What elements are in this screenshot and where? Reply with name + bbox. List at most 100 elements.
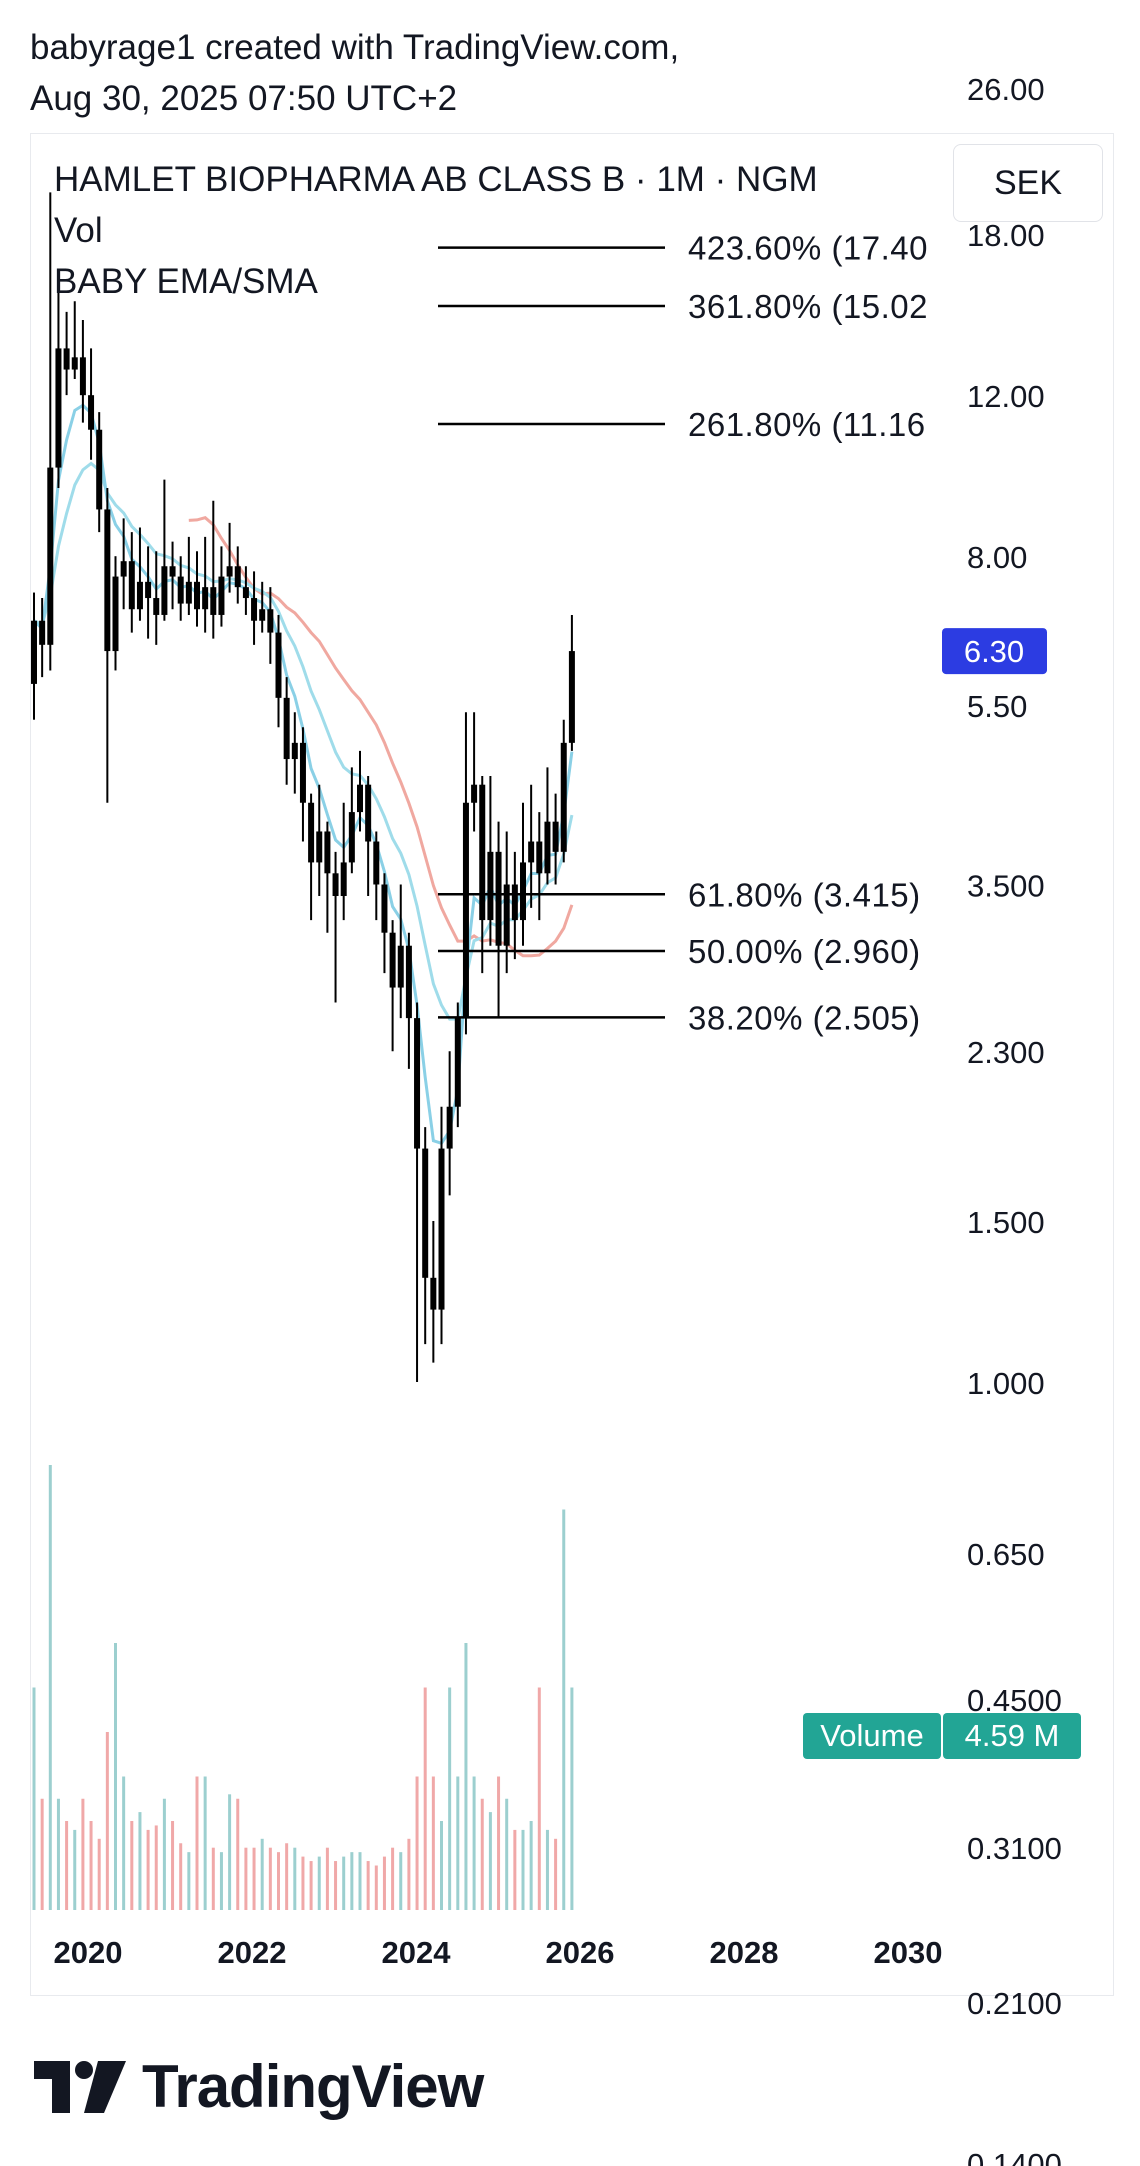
candle-body <box>414 1018 421 1149</box>
candle-body <box>145 581 152 599</box>
volume-bar <box>366 1861 370 1910</box>
volume-badge-label: Volume <box>820 1718 923 1753</box>
candle-body <box>234 566 241 588</box>
y-tick-label: 5.50 <box>967 689 1027 724</box>
fib-level-label: 61.80% (3.415) <box>688 876 921 913</box>
volume-bar <box>211 1847 215 1910</box>
y-tick-label: 1.500 <box>967 1205 1045 1240</box>
volume-bar <box>105 1732 109 1910</box>
candle-body <box>332 873 339 897</box>
volume-indicator-label[interactable]: Vol <box>54 211 103 250</box>
volume-bar <box>171 1821 175 1910</box>
volume-bar <box>529 1821 533 1910</box>
volume-bar <box>48 1465 52 1910</box>
volume-bar <box>32 1687 36 1910</box>
volume-bar <box>122 1776 126 1910</box>
y-tick-label: 0.650 <box>967 1537 1045 1572</box>
y-tick-label: 8.00 <box>967 540 1027 575</box>
candle-body <box>389 932 396 988</box>
volume-bar <box>480 1798 484 1910</box>
chart-frame <box>30 133 1114 1996</box>
tradingview-logo[interactable]: TradingView <box>34 2052 484 2121</box>
volume-bar <box>570 1687 574 1910</box>
volume-bar <box>488 1812 492 1910</box>
volume-bar <box>350 1852 354 1910</box>
volume-bar <box>423 1687 427 1910</box>
candle-body <box>552 821 559 852</box>
y-tick-label: 18.00 <box>967 218 1045 253</box>
symbol-title[interactable]: HAMLET BIOPHARMA AB CLASS B · 1M · NGM <box>54 160 818 199</box>
candle-body <box>324 831 331 874</box>
ema-sma-indicator-label[interactable]: BABY EMA/SMA <box>54 262 318 301</box>
volume-bar <box>73 1829 77 1910</box>
candle-body <box>520 862 526 921</box>
candle-body <box>397 945 404 988</box>
candle-body <box>528 841 535 863</box>
volume-bar <box>252 1847 256 1910</box>
volume-bar <box>456 1776 460 1910</box>
x-tick-label: 2028 <box>710 1935 779 1970</box>
volume-bar <box>448 1687 452 1910</box>
candle-body <box>112 576 119 652</box>
volume-bar <box>146 1829 150 1910</box>
candle-body <box>226 566 233 577</box>
currency-button[interactable]: SEK <box>953 144 1103 222</box>
candle-body <box>299 742 306 803</box>
volume-bar <box>325 1847 329 1910</box>
candle-body <box>479 784 486 921</box>
volume-bar <box>89 1821 93 1910</box>
candle-body <box>365 784 372 842</box>
candle-body <box>357 784 363 813</box>
volume-bar <box>431 1776 435 1910</box>
candle-body <box>267 609 274 633</box>
candle-body <box>405 945 412 1019</box>
candle-body <box>454 1018 461 1107</box>
volume-bar <box>260 1838 264 1910</box>
volume-bar <box>130 1821 134 1910</box>
candle-body <box>283 697 290 760</box>
fib-level-label: 50.00% (2.960) <box>688 933 921 970</box>
fib-level-label: 423.60% (17.40 <box>688 230 928 267</box>
volume-bar <box>382 1856 386 1910</box>
candle-body <box>422 1148 429 1278</box>
candle-body <box>210 587 217 615</box>
volume-bar <box>521 1829 525 1910</box>
volume-bar <box>399 1852 403 1910</box>
tradingview-logo-icon <box>34 2060 126 2113</box>
candle-body <box>153 598 160 615</box>
candle-body <box>259 609 266 621</box>
candle-body <box>242 587 249 599</box>
volume-bar <box>358 1852 362 1910</box>
fib-level-label: 361.80% (15.02 <box>688 288 928 325</box>
volume-bar <box>407 1838 411 1910</box>
candle-body <box>161 566 168 615</box>
volume-badge-value-bg <box>943 1713 1081 1759</box>
candle-body <box>169 566 176 577</box>
candle-body <box>308 802 315 863</box>
candle-body <box>275 632 282 698</box>
candle-body <box>177 576 184 604</box>
fib-level-label: 38.20% (2.505) <box>688 999 921 1036</box>
candle-body <box>340 862 347 897</box>
candle-body <box>251 598 258 621</box>
volume-bar <box>162 1798 166 1910</box>
candle-body <box>503 884 510 946</box>
y-tick-label: 0.2100 <box>967 1986 1062 2021</box>
volume-bar <box>228 1794 232 1910</box>
candle-body <box>104 509 111 652</box>
candle-body <box>381 884 388 933</box>
volume-bar <box>203 1776 207 1910</box>
x-tick-label: 2020 <box>54 1935 123 1970</box>
y-tick-label: 0.4500 <box>967 1683 1062 1718</box>
volume-bar <box>562 1509 566 1910</box>
volume-bar <box>391 1847 395 1910</box>
volume-bar <box>440 1821 443 1910</box>
volume-bar <box>277 1852 280 1910</box>
credit-line: babyrage1 created with TradingView.com, <box>30 28 680 67</box>
candle-body <box>47 467 54 645</box>
timestamp: Aug 30, 2025 07:50 UTC+2 <box>30 79 458 118</box>
candle-body <box>560 742 567 852</box>
volume-bar <box>545 1829 549 1910</box>
candle-body <box>373 841 380 885</box>
